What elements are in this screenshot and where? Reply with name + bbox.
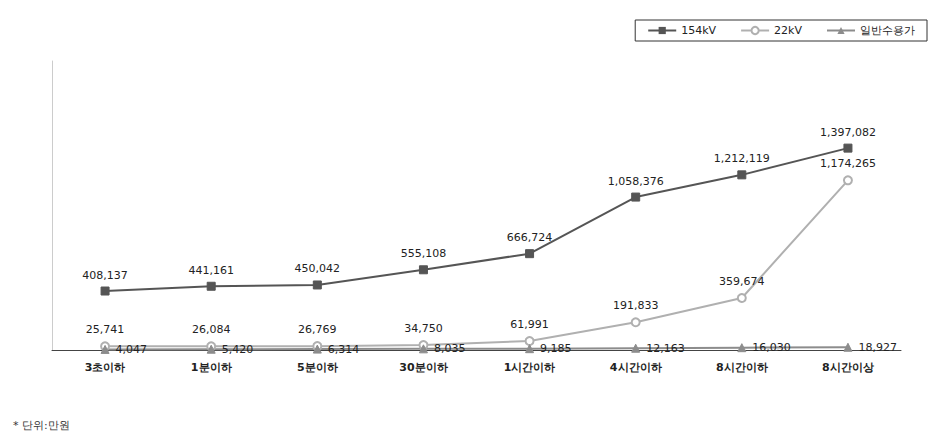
- svg-text:1,058,376: 1,058,376: [608, 175, 664, 188]
- svg-text:4,047: 4,047: [116, 343, 148, 356]
- svg-text:441,161: 441,161: [188, 264, 234, 277]
- svg-text:359,674: 359,674: [719, 275, 765, 288]
- svg-text:25,741: 25,741: [86, 323, 125, 336]
- svg-text:408,137: 408,137: [82, 269, 128, 282]
- svg-text:8,035: 8,035: [434, 342, 466, 355]
- svg-text:5,420: 5,420: [222, 343, 254, 356]
- svg-text:1,397,082: 1,397,082: [820, 126, 876, 139]
- svg-text:555,108: 555,108: [401, 247, 447, 260]
- svg-text:4시간이하: 4시간이하: [610, 361, 662, 374]
- svg-text:* 단위:만원: * 단위:만원: [13, 419, 70, 432]
- svg-text:34,750: 34,750: [404, 322, 443, 335]
- svg-text:26,084: 26,084: [192, 323, 231, 336]
- svg-text:22kV: 22kV: [774, 24, 802, 37]
- svg-text:154kV: 154kV: [681, 24, 716, 37]
- svg-text:9,185: 9,185: [540, 342, 572, 355]
- svg-text:30분이하: 30분이하: [399, 361, 447, 374]
- svg-text:1분이하: 1분이하: [191, 361, 232, 374]
- svg-text:26,769: 26,769: [298, 323, 337, 336]
- svg-text:450,042: 450,042: [295, 262, 341, 275]
- svg-text:5분이하: 5분이하: [297, 361, 338, 374]
- svg-text:666,724: 666,724: [507, 231, 553, 244]
- svg-text:8시간이상: 8시간이상: [822, 361, 874, 374]
- svg-text:8시간이하: 8시간이하: [716, 361, 768, 374]
- svg-text:1시간이하: 1시간이하: [504, 361, 556, 374]
- svg-text:6,314: 6,314: [328, 343, 360, 356]
- svg-text:16,030: 16,030: [752, 341, 791, 354]
- svg-text:61,991: 61,991: [510, 318, 549, 331]
- svg-text:3초이하: 3초이하: [85, 361, 126, 374]
- svg-text:191,833: 191,833: [613, 299, 659, 312]
- svg-text:1,174,265: 1,174,265: [820, 157, 876, 170]
- svg-text:1,212,119: 1,212,119: [714, 152, 770, 165]
- svg-text:12,163: 12,163: [646, 342, 685, 355]
- svg-text:18,927: 18,927: [858, 341, 897, 354]
- svg-text:일반수용가: 일반수용가: [860, 24, 915, 37]
